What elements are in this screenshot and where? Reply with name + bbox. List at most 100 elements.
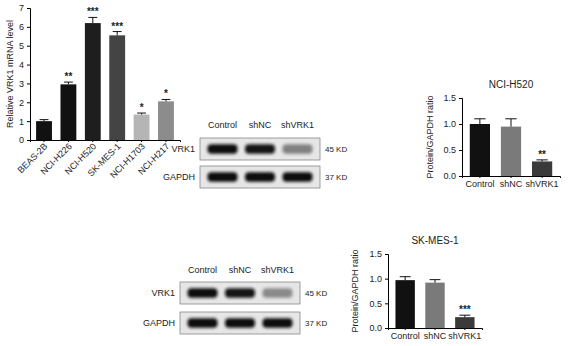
marks <box>470 119 552 176</box>
row-label: VRK1 <box>151 288 175 298</box>
size-label: 37 KD <box>305 319 327 328</box>
y-tick-label: 4 <box>19 60 24 70</box>
blot-band <box>225 288 255 298</box>
y-tick-label: 1.5 <box>369 249 382 259</box>
y-tick-mark <box>27 27 30 28</box>
bar <box>109 35 125 140</box>
y-tick-mark <box>385 279 388 280</box>
y-tick-mark <box>385 254 388 255</box>
x-tick: shNC <box>500 176 523 189</box>
significance: ** <box>65 71 73 82</box>
y-tick: 1.0 <box>443 119 462 129</box>
y-axis: 0.00.51.01.5 <box>443 93 462 181</box>
blot-band <box>245 172 275 182</box>
x-tick-mark <box>141 140 142 142</box>
significance: *** <box>459 304 471 315</box>
x-tick: shVRK1 <box>448 328 481 341</box>
error-bar <box>536 160 547 162</box>
chart-title: SK-MES-1 <box>411 235 459 246</box>
x-tick: Control <box>391 328 420 341</box>
y-tick-label: 0.5 <box>443 145 456 155</box>
x-axis-line <box>463 177 561 179</box>
y-tick-label: 1.0 <box>369 274 382 284</box>
x-tick-mark <box>92 140 93 142</box>
bar <box>425 283 444 328</box>
blot-band <box>263 318 293 328</box>
blot-band <box>263 288 293 298</box>
y-tick: 1.5 <box>443 93 462 103</box>
x-axis-line <box>389 329 483 331</box>
error-cap <box>474 118 485 119</box>
lane-label: shVRK1 <box>261 265 294 275</box>
x-tick-mark <box>405 328 406 330</box>
significance: *** <box>111 21 123 32</box>
y-tick-mark <box>459 98 462 99</box>
lane-label: shNC <box>229 265 252 275</box>
y-tick-mark <box>385 303 388 304</box>
y-tick-mark <box>27 140 30 141</box>
size-label: 45 KD <box>305 289 327 298</box>
x-axis: ControlshNCshVRK1 <box>389 328 483 341</box>
error-bar <box>162 99 171 101</box>
y-tick-label: 1 <box>19 117 24 127</box>
blot-band <box>283 172 313 182</box>
y-tick: 0.5 <box>443 145 462 155</box>
blot-band <box>188 288 218 298</box>
y-tick-mark <box>385 328 388 329</box>
bar <box>60 84 76 140</box>
significance: *** <box>87 6 99 17</box>
x-tick: shVRK1 <box>526 176 559 189</box>
y-tick: 7 <box>19 3 30 13</box>
y-tick-mark <box>27 46 30 47</box>
blot-band <box>208 172 238 182</box>
y-axis-title: Protein/GAPDH ratio <box>350 249 360 332</box>
blot-membrane <box>200 166 320 188</box>
x-tick-label: shNC <box>500 179 523 189</box>
y-tick-label: 6 <box>19 22 24 32</box>
chart-2: 0.00.51.01.5ControlshNCshVRK1***SK-MES-1… <box>350 235 482 341</box>
y-tick-mark <box>27 8 30 9</box>
y-tick-label: 0 <box>19 135 24 145</box>
x-tick-label: shVRK1 <box>526 179 559 189</box>
y-tick-label: 0.0 <box>369 323 382 333</box>
y-axis: 0.00.51.01.5 <box>369 249 388 333</box>
x-tick-label: shVRK1 <box>448 331 481 341</box>
x-tick-label: Control <box>465 179 494 189</box>
x-axis: Control shNCshVRK1 <box>463 176 561 189</box>
bar <box>36 121 52 140</box>
y-tick-label: 3 <box>19 79 24 89</box>
error-stem <box>405 277 406 280</box>
blot-membrane <box>180 282 300 304</box>
error-bar <box>88 17 97 23</box>
y-tick: 1 <box>19 117 30 127</box>
error-cap <box>430 279 441 280</box>
y-axis-title: Relative VRK1 mRNA level <box>5 20 15 128</box>
y-tick: 5 <box>19 41 30 51</box>
bar <box>470 124 490 176</box>
bar <box>134 115 150 140</box>
marks <box>395 277 474 328</box>
y-tick-mark <box>27 121 30 122</box>
bar <box>158 101 174 140</box>
y-tick: 0.0 <box>369 323 388 333</box>
x-tick-mark <box>68 140 69 142</box>
error-bar <box>505 119 516 127</box>
blot-band <box>188 318 218 328</box>
y-axis-title: Protein/GAPDH ratio <box>425 95 435 178</box>
y-tick: 2 <box>19 98 30 108</box>
x-tick: NCI-H217 <box>136 140 171 177</box>
x-tick-mark <box>435 328 436 330</box>
figure: 01234567BEAS-2BNCI-H226NCI-H520SK-MES-1N… <box>0 0 588 346</box>
lane-label: Control <box>208 120 237 130</box>
blot-membrane <box>200 138 320 160</box>
y-axis: 0 1 2 3 4 5 6 7 <box>19 3 31 145</box>
error-stem <box>511 119 512 127</box>
error-bar <box>137 113 146 115</box>
lane-label: shVRK1 <box>281 120 314 130</box>
y-tick: 0 <box>19 135 30 145</box>
y-tick: 3 <box>19 79 30 89</box>
bar <box>532 161 552 176</box>
y-tick-label: 2 <box>19 98 24 108</box>
row-label: VRK1 <box>171 144 195 154</box>
row-label: GAPDH <box>143 318 175 328</box>
